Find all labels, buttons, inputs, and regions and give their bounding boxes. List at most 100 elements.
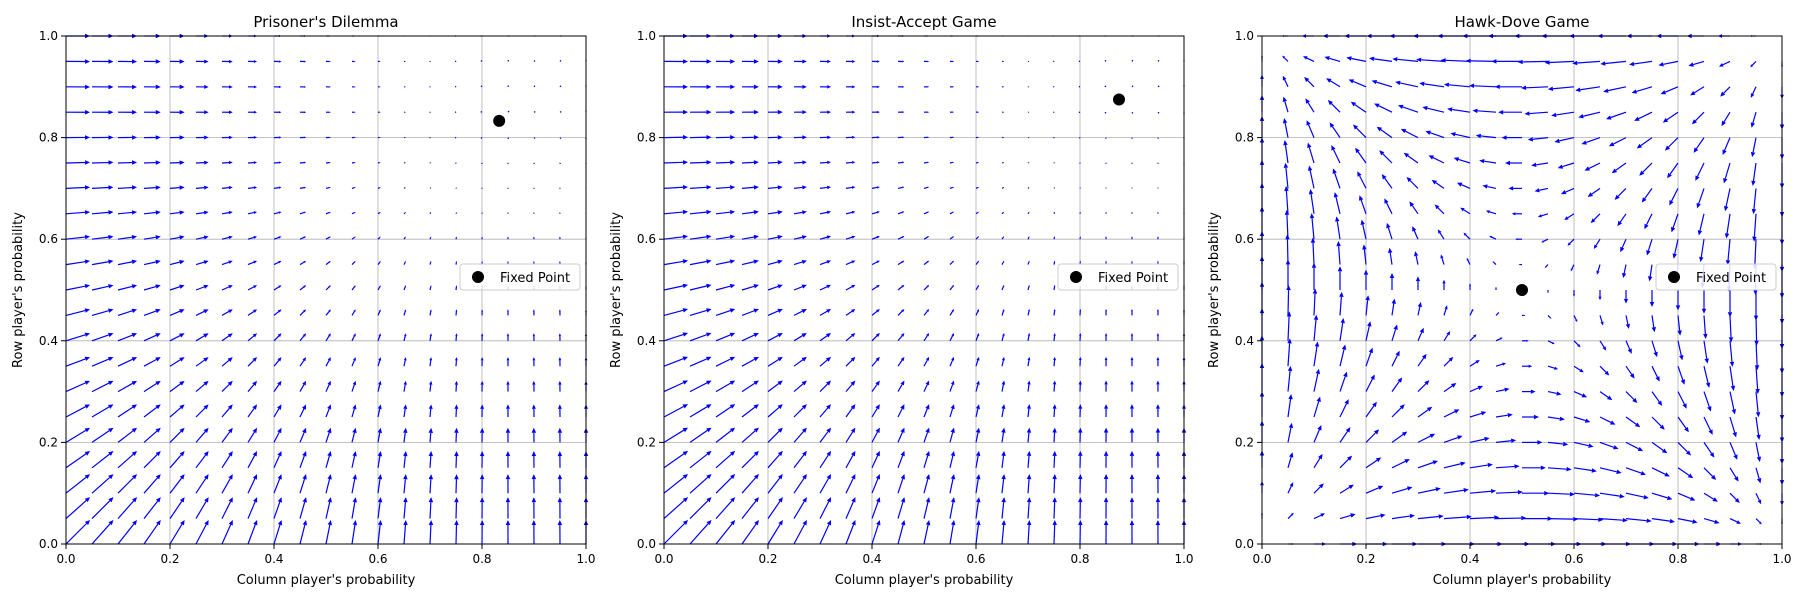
vector-arrow (1411, 205, 1419, 215)
vector-arrow (195, 310, 205, 316)
vector-arrowhead (1463, 488, 1469, 493)
vector-arrow (403, 261, 406, 265)
fixed-point-marker (1113, 93, 1125, 106)
vector-arrowhead (1103, 450, 1109, 456)
vector-arrowhead (850, 332, 856, 338)
vector-arrowhead (228, 260, 233, 264)
vector-arrowhead (1320, 513, 1326, 517)
vector-arrow (871, 236, 878, 240)
vector-arrow (1365, 378, 1373, 392)
vector-arrow (1309, 170, 1315, 189)
vector-arrow (169, 430, 182, 443)
vector-arrowhead (682, 160, 689, 165)
vector-arrow (247, 236, 255, 240)
vector-arrowhead (454, 519, 459, 526)
vector-arrowhead (479, 497, 485, 503)
vector-arrow (1651, 492, 1668, 499)
vector-arrowhead (1002, 236, 1005, 238)
vector-arrow (871, 286, 878, 291)
vector-arrowhead (1337, 266, 1343, 272)
vector-arrowhead (378, 309, 381, 312)
vector-arrowhead (977, 86, 980, 88)
vector-arrow (195, 187, 205, 189)
vector-arrowhead (825, 356, 832, 362)
vector-arrow (351, 236, 355, 240)
vector-arrowhead (1131, 112, 1134, 114)
vector-arrow (195, 477, 207, 494)
vector-arrowhead (1131, 162, 1133, 164)
vector-arrow (65, 429, 87, 443)
vector-arrowhead (1335, 216, 1340, 222)
vector-arrow (1285, 190, 1289, 214)
vector-arrow (689, 334, 708, 342)
vector-arrowhead (1156, 380, 1160, 385)
vector-arrowhead (682, 519, 689, 526)
vector-arrowhead (1584, 166, 1591, 171)
y-tick-label: 0.6 (1235, 232, 1254, 246)
vector-arrowhead (328, 211, 331, 214)
vector-arrow (1755, 442, 1760, 458)
vector-arrow (1495, 517, 1522, 520)
vector-arrowhead (379, 60, 381, 63)
vector-arrow (1625, 391, 1635, 400)
vector-arrowhead (875, 380, 880, 386)
vector-arrowhead (753, 380, 759, 386)
vector-arrow (897, 211, 903, 215)
vector-arrowhead (278, 85, 282, 89)
vector-arrow (975, 212, 979, 215)
vector-arrowhead (1756, 434, 1761, 440)
vector-arrowhead (479, 474, 485, 480)
vector-arrowhead (377, 474, 383, 480)
vector-arrowhead (303, 161, 307, 164)
vector-arrow (1543, 238, 1549, 242)
vector-arrowhead (730, 109, 736, 115)
vector-arrowhead (1450, 383, 1457, 388)
vector-arrowhead (1627, 348, 1632, 354)
vector-arrowhead (302, 357, 307, 362)
vector-arrowhead (559, 85, 562, 87)
vector-arrow (1053, 479, 1056, 494)
vector-arrowhead (777, 210, 783, 215)
vector-arrowhead (277, 474, 282, 480)
vector-arrow (715, 358, 731, 367)
vector-arrowhead (1027, 332, 1031, 336)
vector-arrowhead (1465, 58, 1471, 64)
vector-arrowhead (926, 284, 930, 288)
vector-arrow (1696, 162, 1705, 177)
vector-arrowhead (558, 357, 562, 361)
vector-arrow (117, 358, 133, 367)
y-axis-label: Row player's probability (11, 212, 26, 368)
vector-arrow (247, 501, 256, 519)
vector-arrowhead (253, 186, 258, 190)
vector-arrowhead (1027, 86, 1030, 88)
vector-arrowhead (1581, 393, 1588, 398)
vector-arrowhead (1417, 301, 1422, 308)
x-tick-label: 0.8 (1070, 552, 1089, 566)
vector-arrowhead (1729, 361, 1735, 367)
vector-arrowhead (379, 260, 381, 263)
vector-arrow (325, 455, 331, 468)
vector-arrow (1727, 239, 1731, 261)
vector-arrow (247, 187, 254, 189)
vector-arrowhead (378, 333, 381, 337)
vector-arrow (1027, 524, 1030, 545)
y-axis-label: Row player's probability (1207, 212, 1222, 368)
vector-arrowhead (1053, 60, 1055, 62)
vector-arrowhead (1530, 389, 1536, 394)
vector-arrowhead (950, 450, 956, 457)
vector-arrow (91, 477, 111, 494)
vector-arrowhead (753, 210, 759, 215)
vector-arrowhead (404, 111, 406, 113)
vector-arrowhead (901, 211, 905, 214)
vector-arrow (1001, 455, 1005, 468)
vector-arrow (377, 479, 381, 494)
vector-arrowhead (851, 235, 856, 239)
vector-arrowhead (1052, 519, 1057, 526)
vector-arrow (169, 335, 181, 342)
vector-arrowhead (778, 497, 783, 503)
vector-arrowhead (327, 474, 332, 480)
vector-arrowhead (753, 474, 759, 480)
vector-arrow (169, 310, 181, 316)
vector-arrowhead (352, 357, 356, 361)
vector-arrow (663, 382, 684, 393)
